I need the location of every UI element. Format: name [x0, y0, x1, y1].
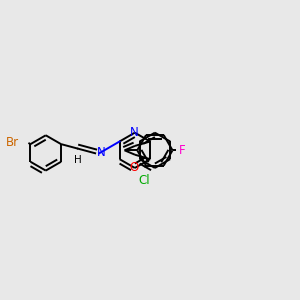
Text: H: H [74, 155, 82, 165]
Text: Br: Br [6, 136, 19, 149]
Text: O: O [130, 161, 139, 174]
Text: N: N [97, 146, 105, 159]
Text: N: N [130, 126, 139, 140]
Text: Cl: Cl [139, 174, 150, 188]
Text: F: F [179, 144, 186, 157]
